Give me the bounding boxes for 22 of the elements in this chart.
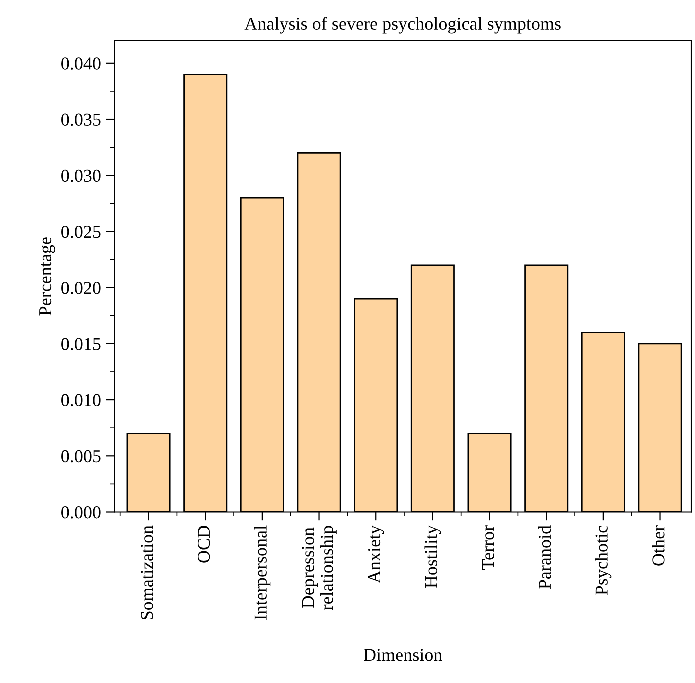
x-tick-label: Terror bbox=[482, 526, 494, 570]
y-tick-label: 0.015 bbox=[62, 338, 101, 350]
y-tick-label: 0.030 bbox=[62, 170, 101, 182]
x-tick-label: Hostility bbox=[424, 526, 442, 588]
x-tick-label: Anxiety bbox=[368, 526, 384, 584]
chart-title: Analysis of severe psychological symptoms bbox=[244, 17, 561, 34]
y-tick-label: 0.005 bbox=[62, 450, 101, 463]
y-tick-label: 0.020 bbox=[62, 282, 101, 294]
x-tick-label: Other bbox=[652, 526, 665, 566]
x-tick-label: Depression relationship bbox=[302, 526, 337, 610]
x-tick-label: Somatization bbox=[141, 526, 154, 620]
y-tick-label: 0.010 bbox=[62, 394, 101, 407]
y-tick-label: 0.000 bbox=[62, 506, 101, 519]
x-tick-label: OCD bbox=[198, 526, 210, 563]
y-tick-label: 0.035 bbox=[62, 114, 101, 126]
y-tick-label: 0.025 bbox=[62, 226, 101, 238]
x-tick-label: Interpersonal bbox=[254, 526, 271, 620]
x-tick-label: Psychotic bbox=[595, 526, 612, 596]
y-tick-label: 0.040 bbox=[62, 58, 101, 70]
x-axis-title: Dimension bbox=[364, 649, 442, 662]
y-axis-title: Percentage bbox=[40, 238, 56, 316]
x-tick-label: Paranoid bbox=[538, 526, 552, 590]
